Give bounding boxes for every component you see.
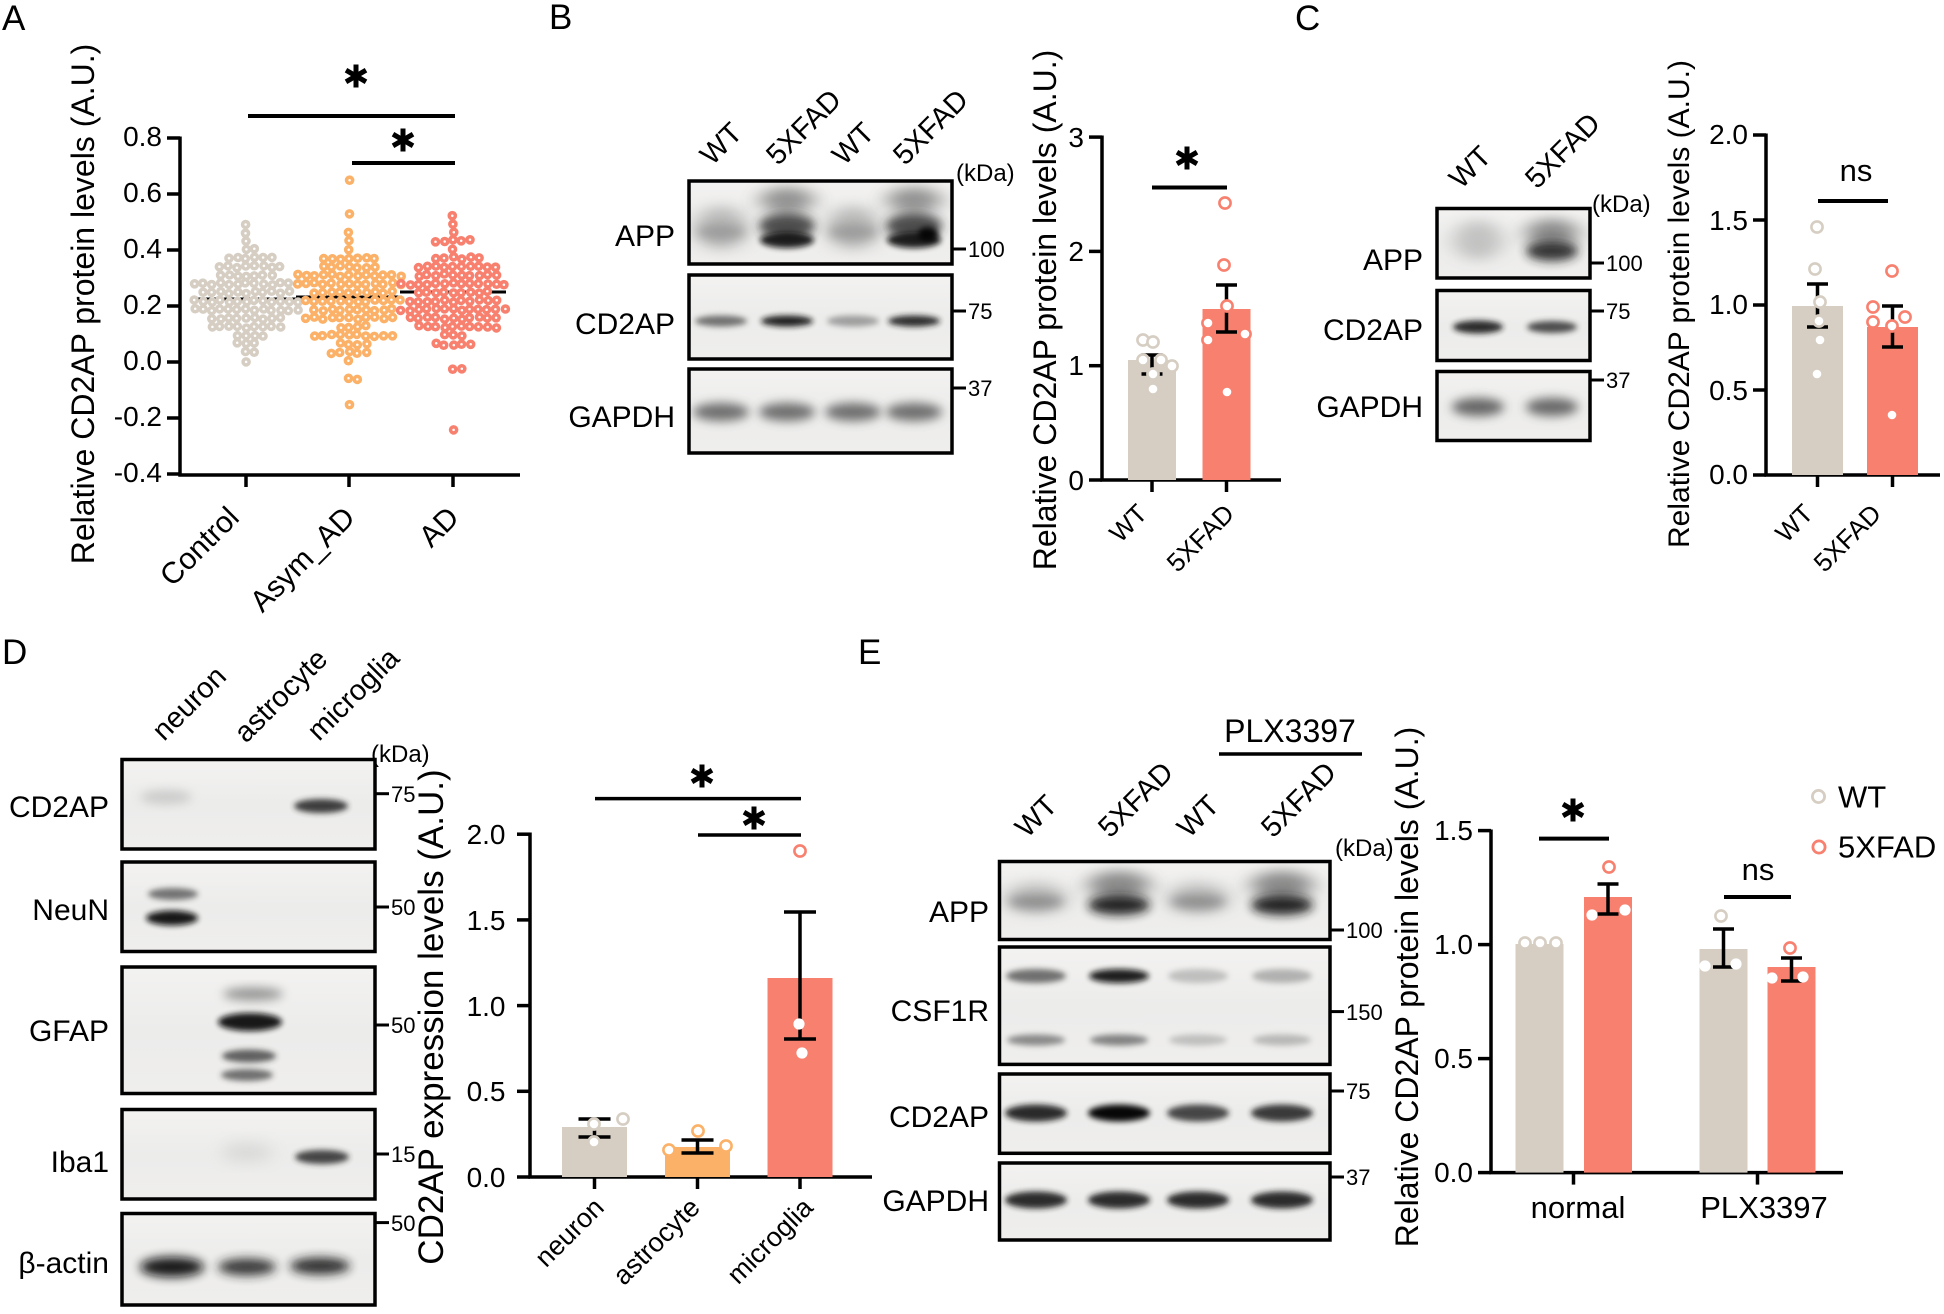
- svg-text:100: 100: [1606, 251, 1643, 276]
- svg-text:-0.2: -0.2: [114, 401, 162, 432]
- svg-text:37: 37: [968, 376, 992, 401]
- svg-text:GAPDH: GAPDH: [568, 401, 675, 434]
- svg-text:1.5: 1.5: [467, 905, 506, 936]
- svg-text:CD2AP: CD2AP: [575, 308, 675, 341]
- svg-text:0.5: 0.5: [467, 1076, 506, 1107]
- svg-text:(kDa): (kDa): [956, 160, 1015, 187]
- svg-text:CD2AP: CD2AP: [9, 791, 109, 824]
- svg-text:0.8: 0.8: [123, 121, 162, 152]
- svg-text:Relative CD2AP protein levels: Relative CD2AP protein levels (A.U.): [1389, 727, 1425, 1248]
- svg-text:CD2AP: CD2AP: [889, 1101, 989, 1134]
- svg-text:2.0: 2.0: [467, 819, 506, 850]
- svg-text:Relative CD2AP protein levels: Relative CD2AP protein levels (A.U.): [1663, 60, 1696, 548]
- svg-text:75: 75: [1346, 1079, 1370, 1104]
- svg-text:GAPDH: GAPDH: [882, 1185, 989, 1218]
- svg-text:1.0: 1.0: [1709, 289, 1748, 320]
- svg-text:β-actin: β-actin: [18, 1247, 109, 1280]
- svg-text:-0.4: -0.4: [114, 457, 162, 488]
- svg-text:150: 150: [1346, 1000, 1383, 1025]
- svg-text:(kDa): (kDa): [1592, 191, 1651, 218]
- svg-text:5XFAD: 5XFAD: [1838, 830, 1936, 865]
- svg-text:GAPDH: GAPDH: [1316, 391, 1423, 424]
- svg-text:0.4: 0.4: [123, 233, 162, 264]
- svg-text:75: 75: [968, 299, 992, 324]
- svg-text:CD2AP: CD2AP: [1323, 314, 1423, 347]
- svg-text:Relative CD2AP protein levels: Relative CD2AP protein levels (A.U.): [1027, 50, 1063, 571]
- svg-text:3: 3: [1068, 122, 1084, 153]
- svg-text:15: 15: [391, 1142, 415, 1167]
- svg-text:0.0: 0.0: [1709, 459, 1748, 490]
- svg-text:A: A: [2, 0, 26, 38]
- svg-text:0.0: 0.0: [467, 1162, 506, 1193]
- svg-text:50: 50: [391, 895, 415, 920]
- svg-text:(kDa): (kDa): [1335, 835, 1394, 862]
- svg-text:1.5: 1.5: [1434, 815, 1473, 846]
- svg-text:PLX3397: PLX3397: [1224, 713, 1356, 749]
- svg-text:E: E: [858, 633, 881, 672]
- svg-text:100: 100: [968, 237, 1005, 262]
- svg-text:0.5: 0.5: [1709, 375, 1748, 406]
- svg-text:ns: ns: [1742, 852, 1775, 887]
- svg-text:50: 50: [391, 1013, 415, 1038]
- svg-text:1.5: 1.5: [1709, 205, 1748, 236]
- svg-text:2: 2: [1068, 236, 1084, 267]
- svg-text:ns: ns: [1840, 153, 1873, 188]
- svg-text:0.5: 0.5: [1434, 1043, 1473, 1074]
- svg-text:APP: APP: [615, 220, 675, 253]
- svg-text:100: 100: [1346, 918, 1383, 943]
- svg-text:50: 50: [391, 1211, 415, 1236]
- svg-text:37: 37: [1346, 1165, 1370, 1190]
- svg-text:0.6: 0.6: [123, 177, 162, 208]
- svg-text:75: 75: [391, 782, 415, 807]
- svg-text:PLX3397: PLX3397: [1700, 1190, 1828, 1225]
- svg-text:0.0: 0.0: [1434, 1157, 1473, 1188]
- svg-text:0.2: 0.2: [123, 289, 162, 320]
- svg-text:C: C: [1295, 0, 1320, 38]
- svg-text:WT: WT: [1838, 780, 1886, 815]
- svg-text:CD2AP expression levels (A.U.): CD2AP expression levels (A.U.): [412, 769, 451, 1264]
- svg-text:NeuN: NeuN: [32, 894, 109, 927]
- svg-text:1: 1: [1068, 350, 1084, 381]
- svg-text:75: 75: [1606, 299, 1630, 324]
- svg-text:B: B: [549, 0, 572, 37]
- svg-text:D: D: [2, 633, 27, 672]
- svg-text:Iba1: Iba1: [51, 1146, 109, 1179]
- svg-text:2.0: 2.0: [1709, 119, 1748, 150]
- svg-text:Relative CD2AP protein levels: Relative CD2AP protein levels (A.U.): [65, 44, 101, 565]
- svg-text:CSF1R: CSF1R: [891, 995, 989, 1028]
- svg-text:APP: APP: [929, 896, 989, 929]
- svg-text:1.0: 1.0: [1434, 929, 1473, 960]
- svg-text:normal: normal: [1531, 1190, 1626, 1225]
- svg-text:0: 0: [1068, 465, 1084, 496]
- svg-text:37: 37: [1606, 368, 1630, 393]
- svg-text:APP: APP: [1363, 244, 1423, 277]
- svg-text:(kDa): (kDa): [371, 741, 430, 768]
- svg-text:1.0: 1.0: [467, 991, 506, 1022]
- svg-text:GFAP: GFAP: [29, 1015, 109, 1048]
- svg-text:0.0: 0.0: [123, 345, 162, 376]
